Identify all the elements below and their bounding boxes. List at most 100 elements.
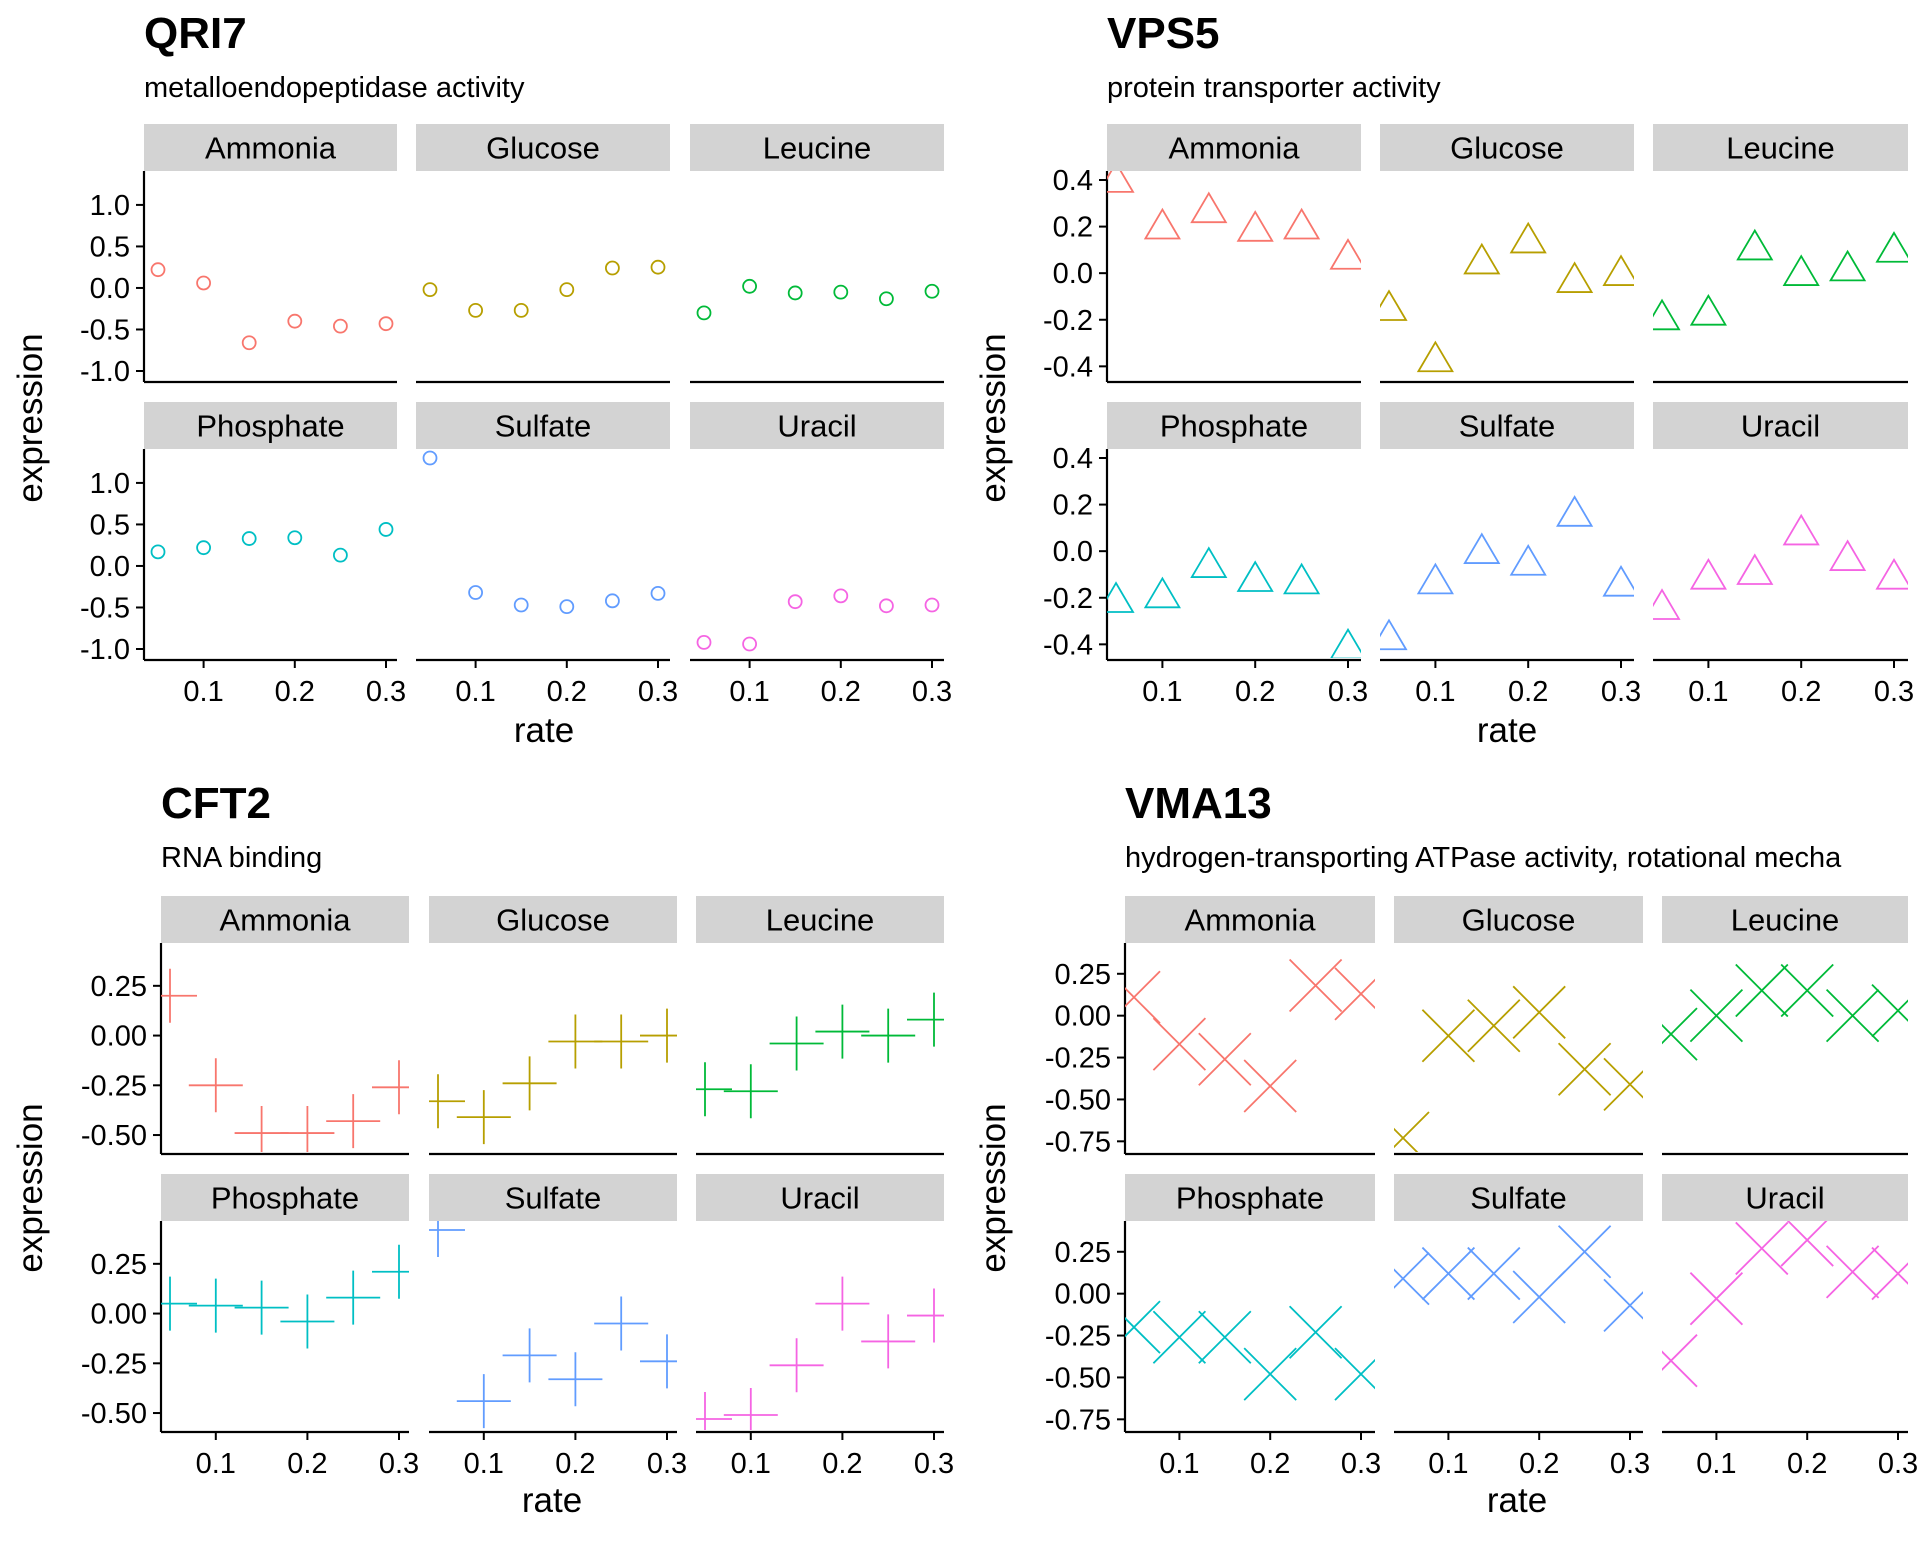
x-tick-label: 0.1 <box>1415 676 1455 708</box>
x-axis-title: rate <box>1477 711 1537 750</box>
facet-strip <box>690 124 944 171</box>
x-tick-label: 0.2 <box>822 1448 862 1480</box>
data-point <box>1829 539 1867 571</box>
data-point <box>1394 1111 1430 1152</box>
x-tick-label: 0.3 <box>379 1448 419 1480</box>
x-tick-label: 0.3 <box>912 676 952 708</box>
x-tick-label: 0.1 <box>183 676 223 708</box>
x-axis-title: rate <box>1487 1481 1547 1520</box>
facet-strip-label: Ammonia <box>205 131 337 166</box>
data-point <box>1152 1310 1207 1364</box>
data-point <box>815 1004 870 1059</box>
facet-glucose: Glucose <box>429 896 677 1156</box>
data-point <box>696 1062 732 1117</box>
y-tick-label: -1.0 <box>80 634 130 666</box>
y-tick-label: -0.50 <box>1045 1084 1111 1116</box>
data-point <box>1689 558 1727 590</box>
data-point <box>502 1056 557 1111</box>
x-tick-label: 0.1 <box>455 676 495 708</box>
facet-strip-label: Glucose <box>496 903 610 938</box>
data-point <box>429 1074 465 1129</box>
x-tick-label: 0.3 <box>638 676 678 708</box>
x-tick-label: 0.3 <box>1610 1448 1650 1480</box>
facet-sulfate: Sulfate 0.1 0.2 0.3 <box>416 402 678 708</box>
facet-phosphate: Phosphate 0.1 0.2 0.3 0.25 0.00 -0.25 -0.50 -0.7… <box>1045 1174 1381 1480</box>
x-tick-label: 0.2 <box>275 676 315 708</box>
data-point <box>1782 513 1820 546</box>
data-point <box>513 597 529 613</box>
data-point <box>1557 1225 1612 1279</box>
y-tick-label: 0.25 <box>1055 1237 1111 1269</box>
x-tick-label: 0.3 <box>1341 1448 1381 1480</box>
data-point <box>605 593 620 609</box>
data-point <box>1190 546 1228 578</box>
data-point <box>280 1106 335 1152</box>
data-point <box>161 1276 197 1331</box>
series-ammonia <box>1107 171 1361 270</box>
data-point <box>287 530 303 546</box>
y-tick-label: 0.00 <box>91 1299 147 1331</box>
data-point <box>548 1352 603 1407</box>
x-tick-label: 0.2 <box>1787 1448 1827 1480</box>
facet-strip <box>1380 402 1634 449</box>
y-tick-label: 0.2 <box>1053 212 1093 244</box>
data-point <box>196 540 212 556</box>
facet-ammonia: Ammonia 0.25 0.00 -0.25 -0.50 -0.75 <box>1045 896 1375 1158</box>
data-point <box>1467 1246 1521 1301</box>
facet-strip <box>1125 896 1375 943</box>
y-tick-label: -0.5 <box>80 592 130 624</box>
data-point <box>924 597 940 613</box>
data-point <box>502 1328 557 1383</box>
data-point <box>1107 581 1135 613</box>
data-point <box>1557 1042 1612 1096</box>
data-point <box>650 259 666 275</box>
x-tick-label: 0.1 <box>464 1448 504 1480</box>
y-tick-label: 1.0 <box>90 190 130 222</box>
y-tick-label: -0.75 <box>1045 1126 1111 1158</box>
data-point <box>594 1014 649 1069</box>
x-axis-title: rate <box>522 1481 582 1520</box>
facet-strip-label: Phosphate <box>196 409 344 444</box>
data-point <box>742 278 757 294</box>
y-tick-label: 0.5 <box>90 509 130 541</box>
data-point <box>1190 191 1228 224</box>
series-phosphate <box>1107 546 1361 658</box>
y-tick-label: -0.25 <box>1045 1321 1111 1353</box>
facet-strip <box>1653 124 1908 171</box>
x-tick-label: 0.2 <box>1781 676 1821 708</box>
data-point <box>1603 1057 1643 1111</box>
data-point <box>1653 298 1681 331</box>
series-glucose <box>422 259 666 318</box>
data-point <box>241 335 257 351</box>
data-point <box>378 316 394 332</box>
y-axis-title: expression <box>974 333 1013 502</box>
data-point <box>1329 238 1361 270</box>
facet-strip-label: Glucose <box>486 131 600 166</box>
y-tick-label: -0.25 <box>81 1348 147 1380</box>
y-tick-label: -0.2 <box>1043 305 1093 337</box>
facet-leucine: Leucine <box>696 896 944 1156</box>
facet-strip <box>1662 896 1908 943</box>
data-point <box>1829 249 1867 282</box>
series-glucose <box>1380 221 1634 373</box>
facet-strip-label: Phosphate <box>211 1181 359 1216</box>
data-point <box>696 1392 732 1430</box>
facet-strip-label: Leucine <box>763 131 872 166</box>
data-point <box>1288 958 1343 1013</box>
data-point <box>1556 495 1594 527</box>
data-point <box>326 1270 381 1325</box>
series-uracil <box>696 588 940 652</box>
data-point <box>241 531 257 546</box>
data-point <box>1467 999 1521 1053</box>
x-tick-label: 0.3 <box>1601 676 1641 708</box>
facet-uracil: Uracil 0.1 0.2 0.3 <box>696 1174 954 1480</box>
data-point <box>1243 1347 1297 1401</box>
data-point <box>1334 967 1375 1021</box>
facet-strip-label: Uracil <box>1741 409 1820 444</box>
x-tick-label: 0.1 <box>196 1448 236 1480</box>
data-point <box>1875 231 1908 263</box>
data-point <box>280 1294 335 1349</box>
data-point <box>1394 1251 1430 1306</box>
data-point <box>1556 261 1594 293</box>
data-point <box>696 634 712 650</box>
